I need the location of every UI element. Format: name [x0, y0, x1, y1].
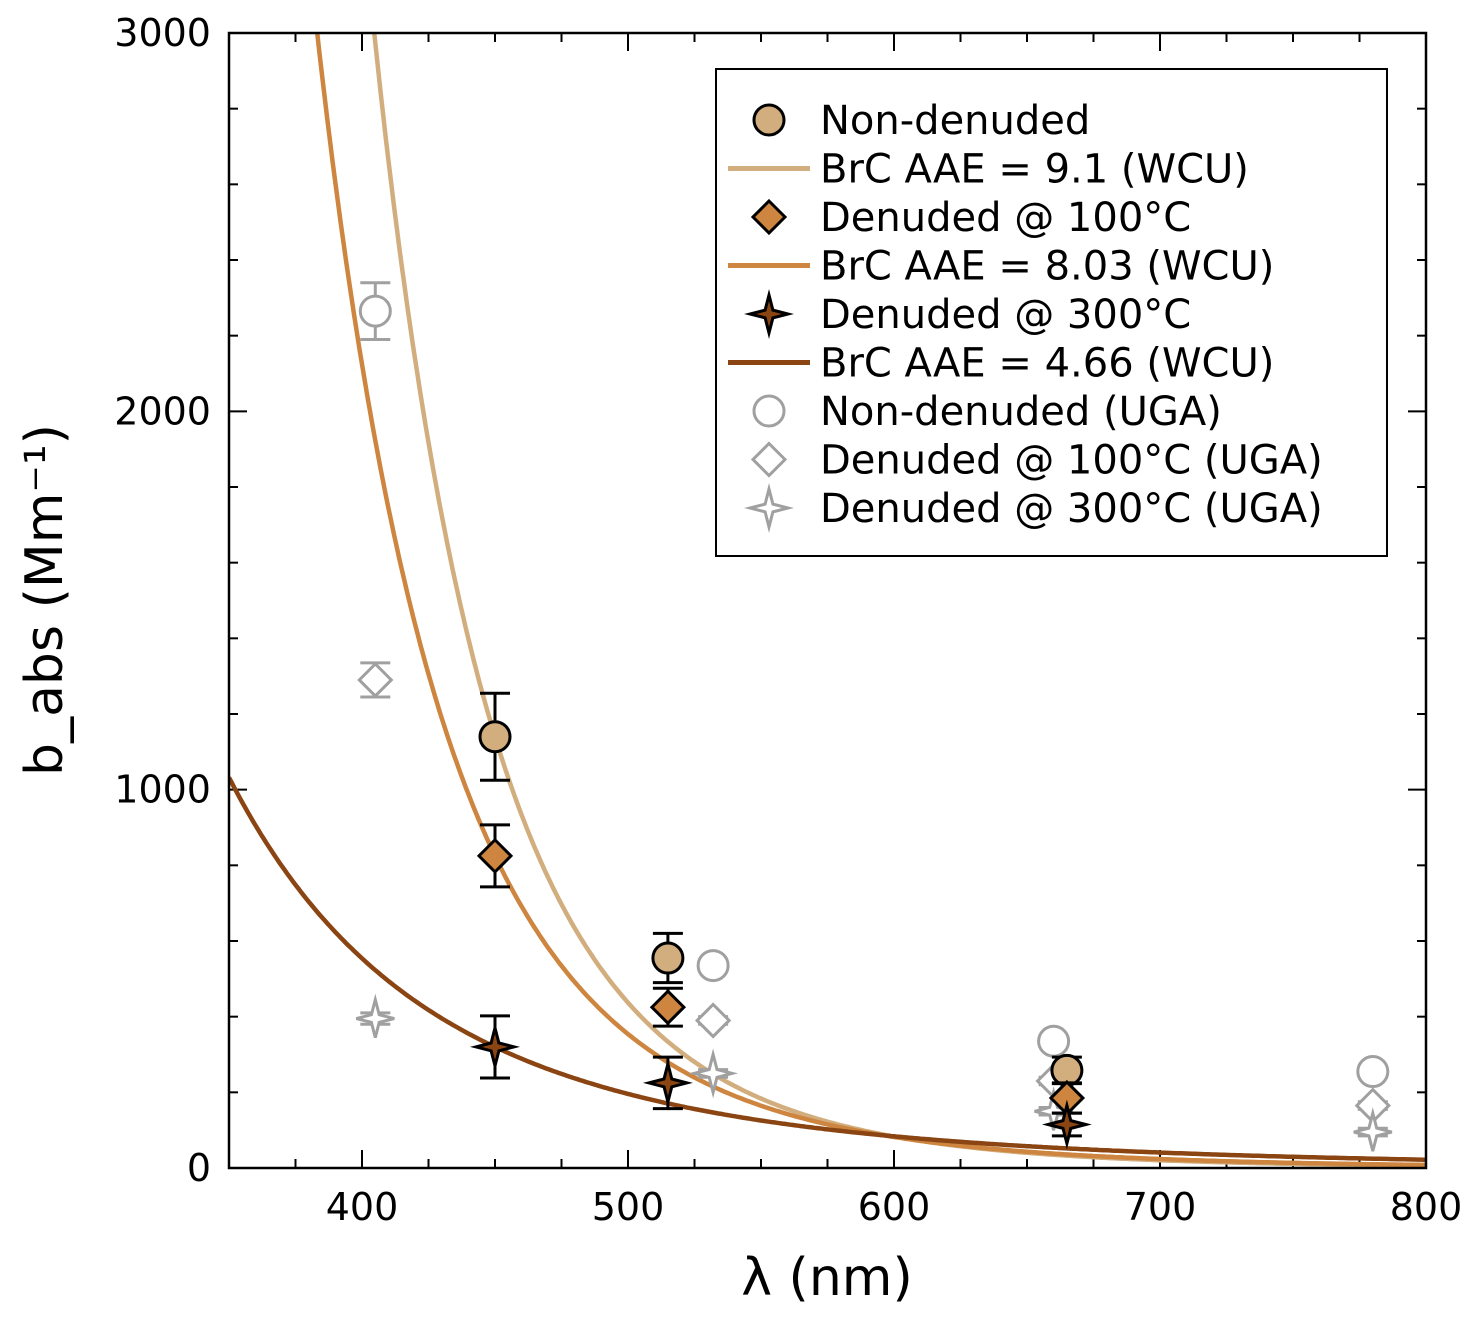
fit-curve-aae-4.66 — [229, 776, 1426, 1162]
legend-marker-non-denuded — [752, 103, 786, 137]
data-markers — [355, 281, 1393, 1152]
x-tick-label: 500 — [592, 1185, 665, 1229]
legend-label: Denuded @ 300°C — [820, 292, 1191, 338]
non-denuded-uga-point — [1356, 1055, 1390, 1089]
legend-label: Non-denuded — [820, 98, 1090, 144]
denuded-300-c-point — [1041, 1099, 1092, 1150]
y-axis-label: b_abs (Mm⁻¹) — [15, 424, 75, 776]
denuded-300-c-uga-point — [1353, 1107, 1393, 1152]
denuded-100-c-point — [649, 989, 687, 1026]
y-tick-label: 0 — [187, 1146, 211, 1190]
fit-curve-aae-8.03 — [314, 33, 1426, 1168]
x-tick-label: 600 — [858, 1185, 931, 1229]
legend-label: BrC AAE = 8.03 (WCU) — [820, 244, 1274, 290]
non-denuded-point — [651, 941, 685, 975]
non-denuded-point — [478, 720, 512, 754]
non-denuded-uga-point — [1037, 1024, 1071, 1058]
denuded-100-c-uga-point — [694, 1002, 732, 1039]
legend-label: Denuded @ 100°C (UGA) — [820, 438, 1323, 484]
denuded-300-c-point — [642, 1057, 693, 1108]
legend-marker-denuded-100-c-uga — [750, 441, 788, 478]
legend-marker-non-denuded-uga — [752, 394, 786, 428]
x-tick-label: 400 — [326, 1185, 399, 1229]
fit-curves — [229, 33, 1426, 1168]
denuded-100-c-point — [476, 837, 514, 874]
plot-frame — [227, 31, 1428, 1170]
x-tick-label: 800 — [1390, 1185, 1463, 1229]
legend-label: Denuded @ 100°C — [820, 195, 1191, 241]
y-tick-label: 2000 — [114, 389, 211, 433]
legend-label: BrC AAE = 4.66 (WCU) — [820, 341, 1274, 387]
tick-labels: 400 500 600 700 800 0 1000 2000 3000 — [114, 11, 1462, 1229]
legend-label: BrC AAE = 9.1 (WCU) — [820, 147, 1249, 193]
denuded-100-c-uga-point — [357, 661, 394, 699]
x-tick-label: 700 — [1124, 1185, 1197, 1229]
legend-box — [715, 68, 1388, 557]
x-axis-label: λ (nm) — [741, 1248, 913, 1308]
denuded-300-c-point — [470, 1021, 520, 1072]
denuded-300-c-uga-point — [355, 993, 395, 1038]
denuded-300-c-uga-point — [688, 1048, 739, 1099]
y-tick-label: 1000 — [114, 768, 211, 812]
legend-marker-denuded-100-c — [750, 198, 788, 236]
legend-label: Denuded @ 300°C (UGA) — [820, 486, 1323, 532]
legend-label: Non-denuded (UGA) — [820, 389, 1222, 435]
y-tick-label: 3000 — [114, 11, 211, 55]
non-denuded-uga-point — [358, 294, 392, 328]
non-denuded-uga-point — [696, 949, 730, 983]
legend-marker-denuded-300-c-uga — [744, 483, 794, 533]
legend-marker-denuded-300-c — [744, 289, 794, 339]
